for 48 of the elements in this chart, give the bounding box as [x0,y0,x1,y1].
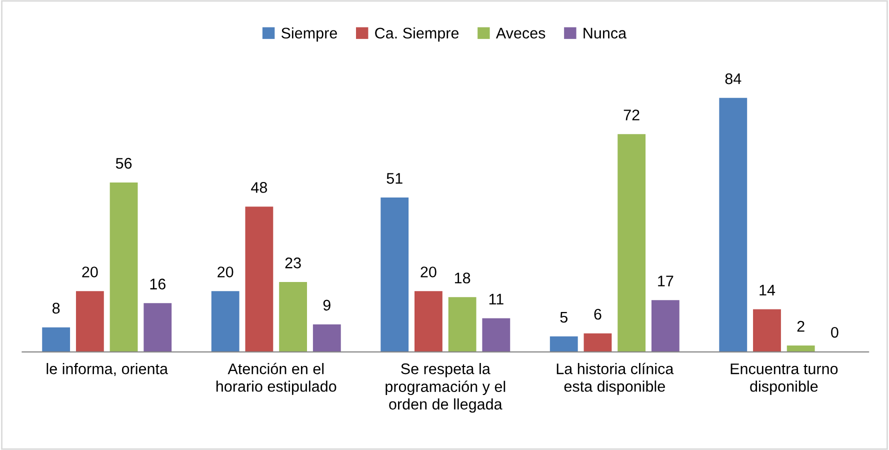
x-tick-label: La historia clínica esta disponible [556,362,674,395]
data-label: 11 [489,294,504,304]
bar [786,345,815,352]
data-label: 20 [218,266,234,278]
bar [110,182,138,352]
data-label: 84 [725,73,742,84]
bar [144,303,172,352]
bar [312,324,341,352]
bar [550,336,578,352]
data-label: 20 [420,266,436,278]
data-label: 0 [831,326,838,338]
bar [482,318,510,352]
data-label: 20 [82,266,98,278]
x-tick-label: Atención en el horario estipulado [216,362,336,395]
data-label: 6 [594,308,602,320]
x-tick-label: le informa, orienta [46,363,168,376]
bar [380,198,409,352]
data-label: 16 [150,278,166,290]
data-label: 14 [760,284,776,296]
bar [245,206,274,352]
x-tick-label: Se respeta la programación y el orden de llegada [386,363,506,413]
bar [211,291,240,352]
bar [42,327,70,352]
legend-label: Aveces [496,28,546,39]
data-label: 56 [116,158,132,169]
legend-label: Nunca [584,28,627,39]
bar [279,282,308,352]
data-label: 2 [797,320,804,332]
bar [753,309,781,352]
bar [76,291,104,352]
x-tick-label: Encuentra turno disponible [730,364,838,395]
bar [414,291,442,352]
data-label: 17 [658,276,674,286]
data-label: 18 [454,272,470,284]
bar [719,98,748,352]
data-label: 9 [323,300,330,311]
data-label: 23 [285,258,301,268]
bar [618,134,646,352]
legend-label: Siempre [281,27,337,42]
bar [651,300,680,352]
data-label: 48 [251,182,268,193]
data-label: 8 [52,302,60,314]
legend-label: Ca. Siempre [375,27,459,42]
bar [448,297,476,352]
data-label: 51 [386,173,402,184]
data-label: 5 [560,312,568,323]
data-label: 72 [624,110,640,120]
bar [584,333,612,352]
